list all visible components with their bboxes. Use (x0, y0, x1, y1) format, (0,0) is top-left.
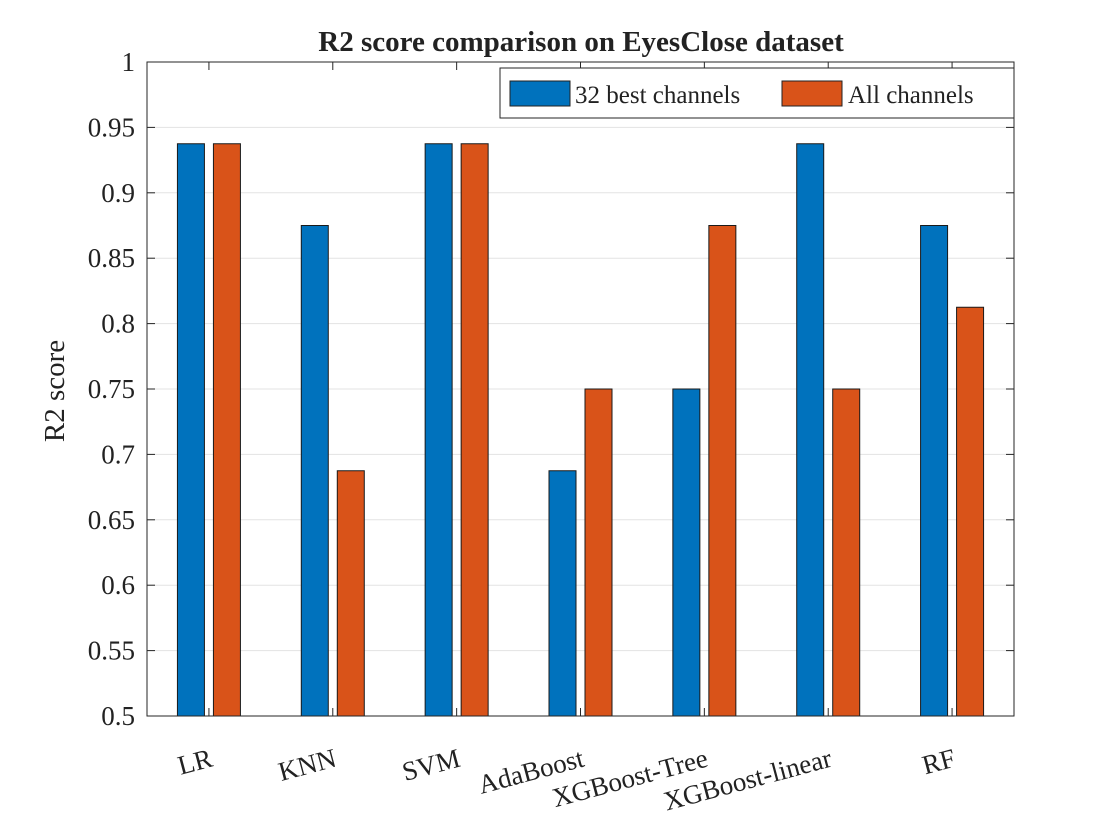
bar-xgboost-tree-32-best-channels (672, 388, 701, 717)
y-tick-label: 0.95 (88, 112, 135, 142)
bar-lr-32-best-channels (176, 143, 205, 717)
axis-ticks (147, 61, 1014, 717)
y-tick-label: 0.7 (101, 439, 135, 469)
bar-svm-all-channels (460, 143, 489, 717)
bar-knn-all-channels (336, 470, 365, 717)
y-tick-label: 0.85 (88, 243, 135, 273)
y-tick-label: 0.55 (88, 636, 135, 666)
x-tick-label-lr: LR (174, 743, 215, 781)
y-tick-label: 0.9 (101, 178, 135, 208)
y-axis-label: R2 score (39, 340, 71, 442)
y-tick-labels: 0.5 0.55 0.6 0.65 0.7 0.75 0.8 0.85 0.9 0.95 1 (88, 47, 135, 731)
legend-box (499, 67, 1015, 119)
y-tick-label: 0.65 (88, 505, 135, 535)
legend-swatch-all-channels (781, 80, 843, 107)
bar-xgboost-linear-all-channels (832, 388, 861, 717)
y-tick-label: 0.75 (88, 374, 135, 404)
bar-xgboost-tree-all-channels (708, 225, 737, 717)
legend-swatch-32-best-channels (509, 80, 571, 107)
bar-adaboost-32-best-channels (548, 470, 577, 717)
x-tick-label-svm: SVM (399, 743, 463, 787)
bar-svm-32-best-channels (424, 143, 453, 717)
bar-lr-all-channels (212, 143, 241, 717)
legend-label-all-channels: All channels (848, 82, 974, 109)
bar-rf-all-channels (956, 306, 985, 717)
y-tick-label: 1 (122, 47, 136, 77)
y-tick-label: 0.8 (101, 309, 135, 339)
y-tick-label: 0.6 (101, 570, 135, 600)
x-tick-labels: LR KNN SVM AdaBoostXGBoost-TreeXGBoost-line… (174, 743, 958, 817)
bars (176, 143, 985, 717)
bar-knn-32-best-channels (300, 225, 329, 717)
x-tick-label-knn: KNN (275, 743, 339, 787)
legend: 32 best channels All channels (499, 67, 1015, 119)
legend-label-32-best-channels: 32 best channels (575, 82, 740, 109)
x-tick-label-rf: RF (919, 743, 959, 781)
chart-title: R2 score comparison on EyesClose dataset (318, 26, 844, 58)
bar-adaboost-all-channels (584, 388, 613, 717)
y-tick-label: 0.5 (101, 701, 135, 731)
bar-rf-32-best-channels (920, 225, 949, 717)
gridlines (147, 126, 1014, 652)
bar-xgboost-linear-32-best-channels (796, 143, 825, 717)
